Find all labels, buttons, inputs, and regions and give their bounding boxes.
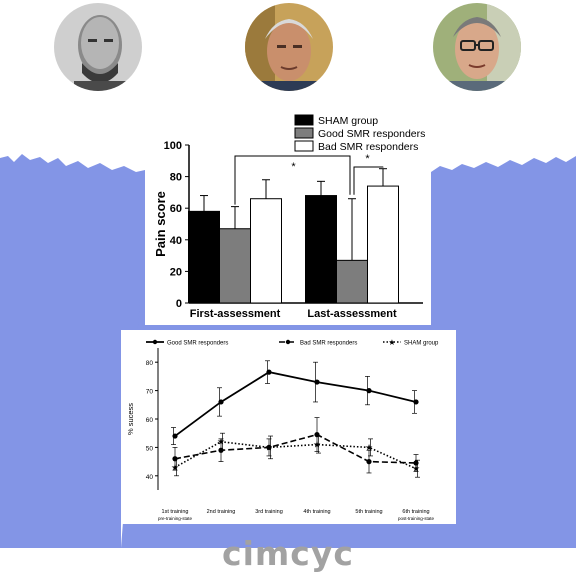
data-point-1 [314,379,320,385]
cimcyc-logo: cimcyc [222,534,354,573]
legend-marker-star: ★ [388,338,395,347]
series-line-1 [174,371,417,437]
series-line-3 [174,440,417,470]
line-chart-panel: 40 50 60 70 80 % sucess 1st training pre-traini… [121,330,456,524]
avatar-person-left [54,3,142,91]
bar-3-1 [250,198,282,304]
legend-label-1: Good SMR responders [167,341,228,347]
bar-chart-panel: 0 20 40 60 80 100 Pain score First-assessment La… [145,110,431,325]
significance-star-1: * [291,161,296,173]
y-tick-label: 0 [176,298,182,310]
y-tick-label: 60 [146,417,154,424]
portrait-bald-beard-icon [54,3,142,91]
data-point-star: ★ [217,438,225,448]
data-point-1 [413,399,419,405]
legend-marker-1 [152,339,158,345]
x-category-label: 2nd training [207,509,236,515]
y-axis-label: Pain score [153,191,168,257]
legend-label-3: SHAM group [404,341,439,347]
bar-1-2 [305,195,337,304]
blue-torn-band-right [431,156,576,548]
bar-2-1 [219,228,251,304]
legend-swatch-2 [294,127,314,139]
portrait-grey-hair-icon [245,3,333,91]
data-point-star: ★ [313,441,321,451]
y-tick-label: 70 [146,389,154,396]
significance-bracket-1 [234,155,351,205]
y-tick-label: 60 [170,203,182,215]
x-category-label: First-assessment [190,308,281,320]
y-axis-label: % sucess [126,403,135,435]
significance-bracket-2 [353,166,384,195]
data-point-star: ★ [412,465,420,475]
y-tick-label: 80 [170,172,182,184]
data-point-1 [172,433,178,439]
data-point-star: ★ [265,443,273,453]
x-category-label: 4th training [303,509,330,515]
significance-star-2: * [365,153,370,165]
bar-2-2 [336,259,368,304]
y-tick-label: 40 [146,474,154,481]
bar-3-2 [367,185,399,304]
x-category-label: 6th training [402,509,429,515]
success-line-chart: 40 50 60 70 80 % sucess 1st trainingpre-traini… [126,338,439,521]
legend-label-1: SHAM group [318,115,378,127]
data-point-1 [218,399,224,405]
y-tick-label: 20 [170,266,182,278]
x-category-label: 3rd training [255,509,283,515]
legend-label-2: Good SMR responders [318,128,425,140]
series-line-2 [174,433,417,464]
data-point-1 [266,369,272,375]
pain-score-bar-chart: 0 20 40 60 80 100 Pain score First-assessment La… [153,114,425,320]
avatar-person-center [245,3,333,91]
portrait-glasses-icon [433,3,521,91]
data-point-1 [366,388,372,394]
y-tick-label: 100 [164,140,182,152]
x-category-sublabel: post-training-state [398,516,435,521]
blue-torn-band [0,154,145,548]
legend-label-3: Bad SMR responders [318,141,418,153]
x-category-label: 1st training [162,509,189,515]
data-point-2 [366,459,372,465]
y-tick-label: 80 [146,360,154,367]
legend-label-2: Bad SMR responders [300,341,357,347]
data-point-star: ★ [171,463,179,473]
legend-marker-2 [285,339,291,345]
avatar-person-right [433,3,521,91]
y-tick-label: 50 [146,445,154,452]
bar-1-1 [188,210,220,304]
x-category-label: 5th training [355,509,382,515]
data-point-star: ★ [365,443,373,453]
y-tick-label: 40 [170,235,182,247]
x-category-sublabel: pre-training-state [158,516,193,521]
legend-swatch-3 [294,140,314,152]
legend-swatch-1 [294,114,314,126]
x-category-label: Last-assessment [307,308,397,320]
